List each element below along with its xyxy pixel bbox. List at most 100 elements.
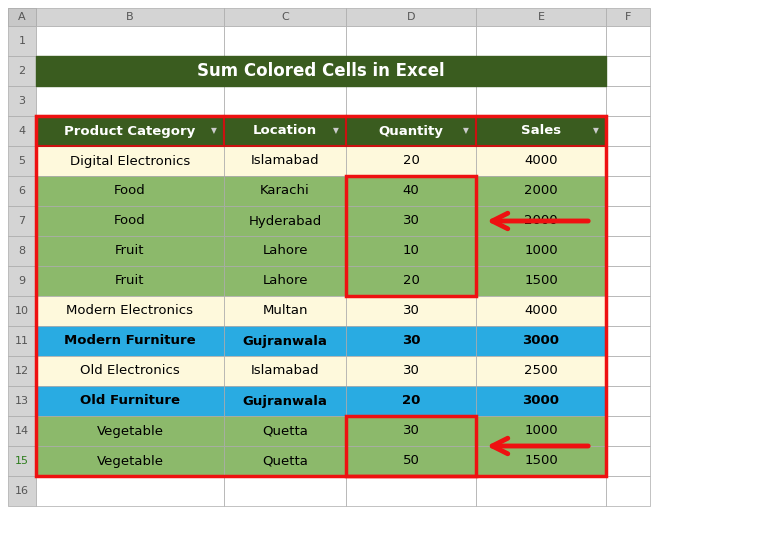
Bar — [606, 176, 650, 206]
Text: 1500: 1500 — [524, 455, 558, 467]
Text: 1500: 1500 — [524, 275, 558, 287]
Text: B: B — [126, 12, 134, 22]
Text: 2000: 2000 — [525, 184, 558, 198]
Bar — [476, 86, 606, 116]
Text: 20: 20 — [402, 275, 419, 287]
Bar — [476, 26, 606, 56]
Bar — [224, 326, 346, 356]
Bar — [8, 266, 36, 296]
Bar — [8, 386, 36, 416]
Text: Lahore: Lahore — [262, 245, 308, 257]
Bar — [8, 416, 36, 446]
Text: Karachi: Karachi — [260, 184, 310, 198]
Bar — [346, 326, 476, 356]
Text: 3000: 3000 — [522, 394, 560, 408]
Text: 8: 8 — [18, 246, 25, 256]
Text: 30: 30 — [402, 364, 419, 378]
Text: ▼: ▼ — [333, 126, 339, 135]
Bar — [36, 8, 224, 26]
Text: 30: 30 — [402, 335, 420, 348]
Bar — [476, 416, 606, 446]
Text: Gujranwala: Gujranwala — [243, 335, 327, 348]
Text: 20: 20 — [402, 394, 420, 408]
Bar — [36, 416, 224, 446]
Text: Location: Location — [253, 125, 317, 138]
Text: Product Category: Product Category — [65, 125, 196, 138]
Text: 10: 10 — [402, 245, 419, 257]
Text: ▼: ▼ — [593, 126, 599, 135]
Text: 50: 50 — [402, 455, 419, 467]
Bar — [346, 176, 476, 206]
Text: 2000: 2000 — [525, 214, 558, 227]
Bar — [606, 386, 650, 416]
Bar — [346, 116, 476, 146]
Bar — [606, 206, 650, 236]
Bar — [8, 86, 36, 116]
Text: Modern Electronics: Modern Electronics — [67, 305, 194, 317]
Bar — [224, 356, 346, 386]
Bar — [36, 176, 224, 206]
Text: E: E — [538, 12, 545, 22]
Bar — [606, 446, 650, 476]
Bar — [8, 236, 36, 266]
Text: ▼: ▼ — [211, 126, 217, 135]
Text: Islamabad: Islamabad — [250, 364, 319, 378]
Bar — [346, 8, 476, 26]
Bar — [36, 326, 224, 356]
Bar — [8, 296, 36, 326]
Bar — [8, 116, 36, 146]
Text: Food: Food — [114, 184, 146, 198]
Bar — [606, 296, 650, 326]
Text: 11: 11 — [15, 336, 29, 346]
Text: Gujranwala: Gujranwala — [243, 394, 327, 408]
Text: Fruit: Fruit — [115, 275, 144, 287]
Text: 7: 7 — [18, 216, 25, 226]
Text: Quetta: Quetta — [262, 424, 308, 437]
Bar — [606, 8, 650, 26]
Bar — [476, 386, 606, 416]
Bar — [346, 446, 476, 476]
Text: ▼: ▼ — [463, 126, 469, 135]
Bar — [224, 386, 346, 416]
Text: Old Electronics: Old Electronics — [80, 364, 180, 378]
Bar — [606, 26, 650, 56]
Bar — [224, 176, 346, 206]
Bar — [224, 86, 346, 116]
Text: 4000: 4000 — [525, 154, 558, 168]
Bar — [224, 26, 346, 56]
Text: 1000: 1000 — [525, 424, 558, 437]
Text: Quetta: Quetta — [262, 455, 308, 467]
Text: 40: 40 — [402, 184, 419, 198]
Bar — [476, 116, 606, 146]
Bar — [606, 416, 650, 446]
Bar — [36, 116, 224, 146]
Bar — [606, 86, 650, 116]
Text: 1000: 1000 — [525, 245, 558, 257]
Bar — [476, 236, 606, 266]
Text: Islamabad: Islamabad — [250, 154, 319, 168]
Bar — [606, 476, 650, 506]
Text: D: D — [407, 12, 415, 22]
Text: 1: 1 — [18, 36, 25, 46]
Bar — [36, 386, 224, 416]
Text: Modern Furniture: Modern Furniture — [65, 335, 196, 348]
Bar — [476, 326, 606, 356]
Bar — [606, 356, 650, 386]
Bar — [8, 146, 36, 176]
Text: Food: Food — [114, 214, 146, 227]
Bar — [476, 296, 606, 326]
Bar — [8, 356, 36, 386]
Bar — [36, 26, 224, 56]
Text: 4000: 4000 — [525, 305, 558, 317]
Text: F: F — [625, 12, 631, 22]
Bar — [476, 176, 606, 206]
Text: Vegetable: Vegetable — [97, 424, 164, 437]
Bar — [346, 296, 476, 326]
Bar — [8, 206, 36, 236]
Text: Vegetable: Vegetable — [97, 455, 164, 467]
Bar — [8, 176, 36, 206]
Text: 6: 6 — [18, 186, 25, 196]
Bar — [346, 146, 476, 176]
Bar — [476, 146, 606, 176]
Text: 2: 2 — [18, 66, 25, 76]
